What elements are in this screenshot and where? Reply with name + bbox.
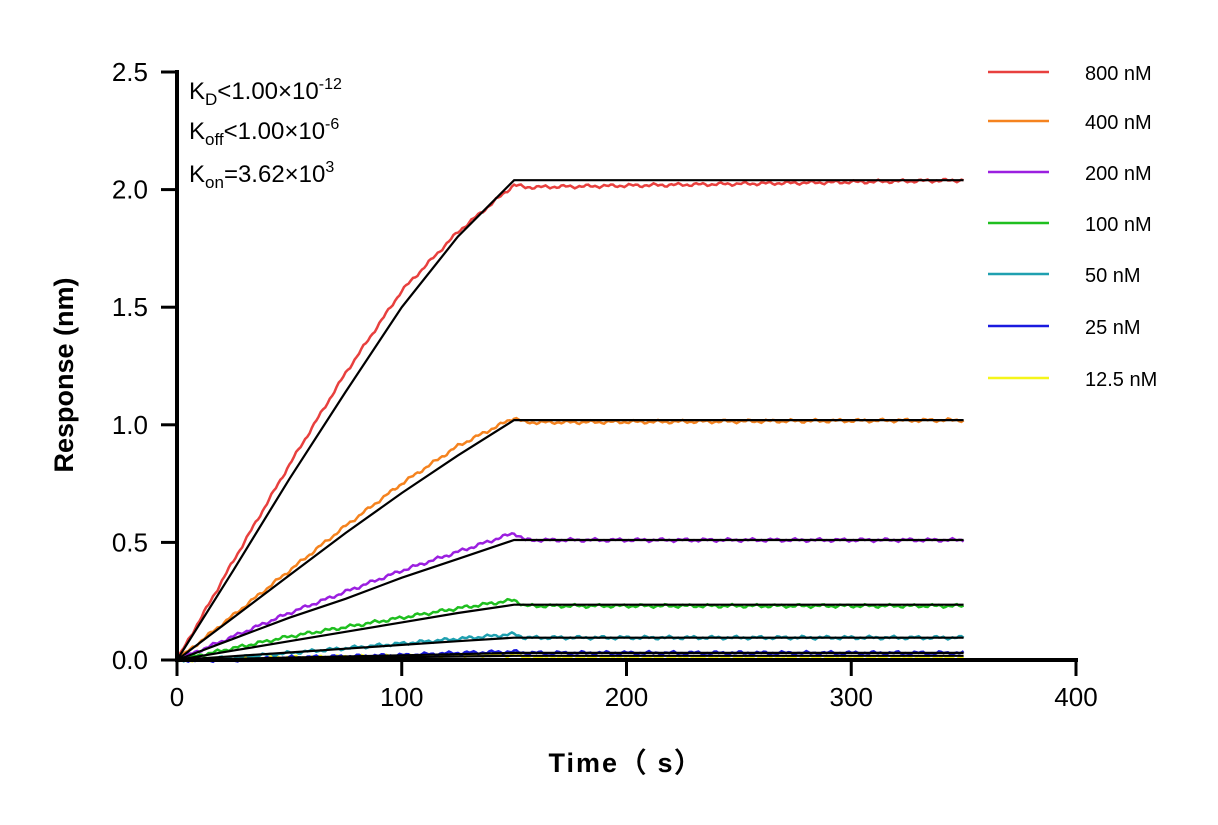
kd-annotation: KD<1.00×10-12	[189, 76, 342, 109]
legend-label: 800 nM	[1085, 63, 1152, 85]
legend-label: 50 nM	[1085, 265, 1141, 287]
y-tick-label: 2.5	[112, 57, 148, 87]
legend-label: 12.5 nM	[1085, 369, 1157, 391]
y-tick-label: 0.5	[112, 527, 148, 557]
series-line-200nM	[176, 531, 965, 662]
axes	[175, 70, 1078, 662]
fit-line-50nM	[176, 636, 964, 662]
x-tick-label: 100	[380, 682, 423, 712]
x-tick-label: 0	[170, 682, 184, 712]
fit-line-100nM	[176, 603, 964, 662]
x-tick-label: 200	[605, 682, 648, 712]
series-line-800nM	[175, 177, 964, 661]
y-tick-label: 1.5	[112, 292, 148, 322]
fit-line-800nM	[176, 179, 964, 661]
legend-label: 400 nM	[1085, 112, 1152, 134]
y-axis-label: Response (nm)	[49, 277, 79, 472]
x-axis-label: Time（ s）	[548, 748, 703, 778]
fit-line-200nM	[176, 538, 964, 662]
y-tick-label: 0.0	[112, 645, 148, 675]
legend-label: 200 nM	[1085, 163, 1152, 185]
legend: 800 nM 400 nM 200 nM 100 nM 50 nM 25 nM 12.5 n…	[988, 63, 1157, 391]
legend-label: 100 nM	[1085, 214, 1152, 236]
y-tick-label: 1.0	[112, 410, 148, 440]
fit-line-400nM	[176, 419, 964, 661]
plot-area	[175, 177, 965, 664]
y-tick-label: 2.0	[112, 175, 148, 205]
kinetic-annotations: KD<1.00×10-12 Koff<1.00×10-6 Kon=3.62×10…	[189, 76, 342, 192]
x-tick-label: 300	[830, 682, 873, 712]
x-tick-label: 400	[1054, 682, 1097, 712]
series-line-100nM	[176, 597, 965, 663]
koff-annotation: Koff<1.00×10-6	[189, 116, 339, 149]
kon-annotation: Kon=3.62×103	[189, 159, 334, 192]
legend-label: 25 nM	[1085, 317, 1141, 339]
